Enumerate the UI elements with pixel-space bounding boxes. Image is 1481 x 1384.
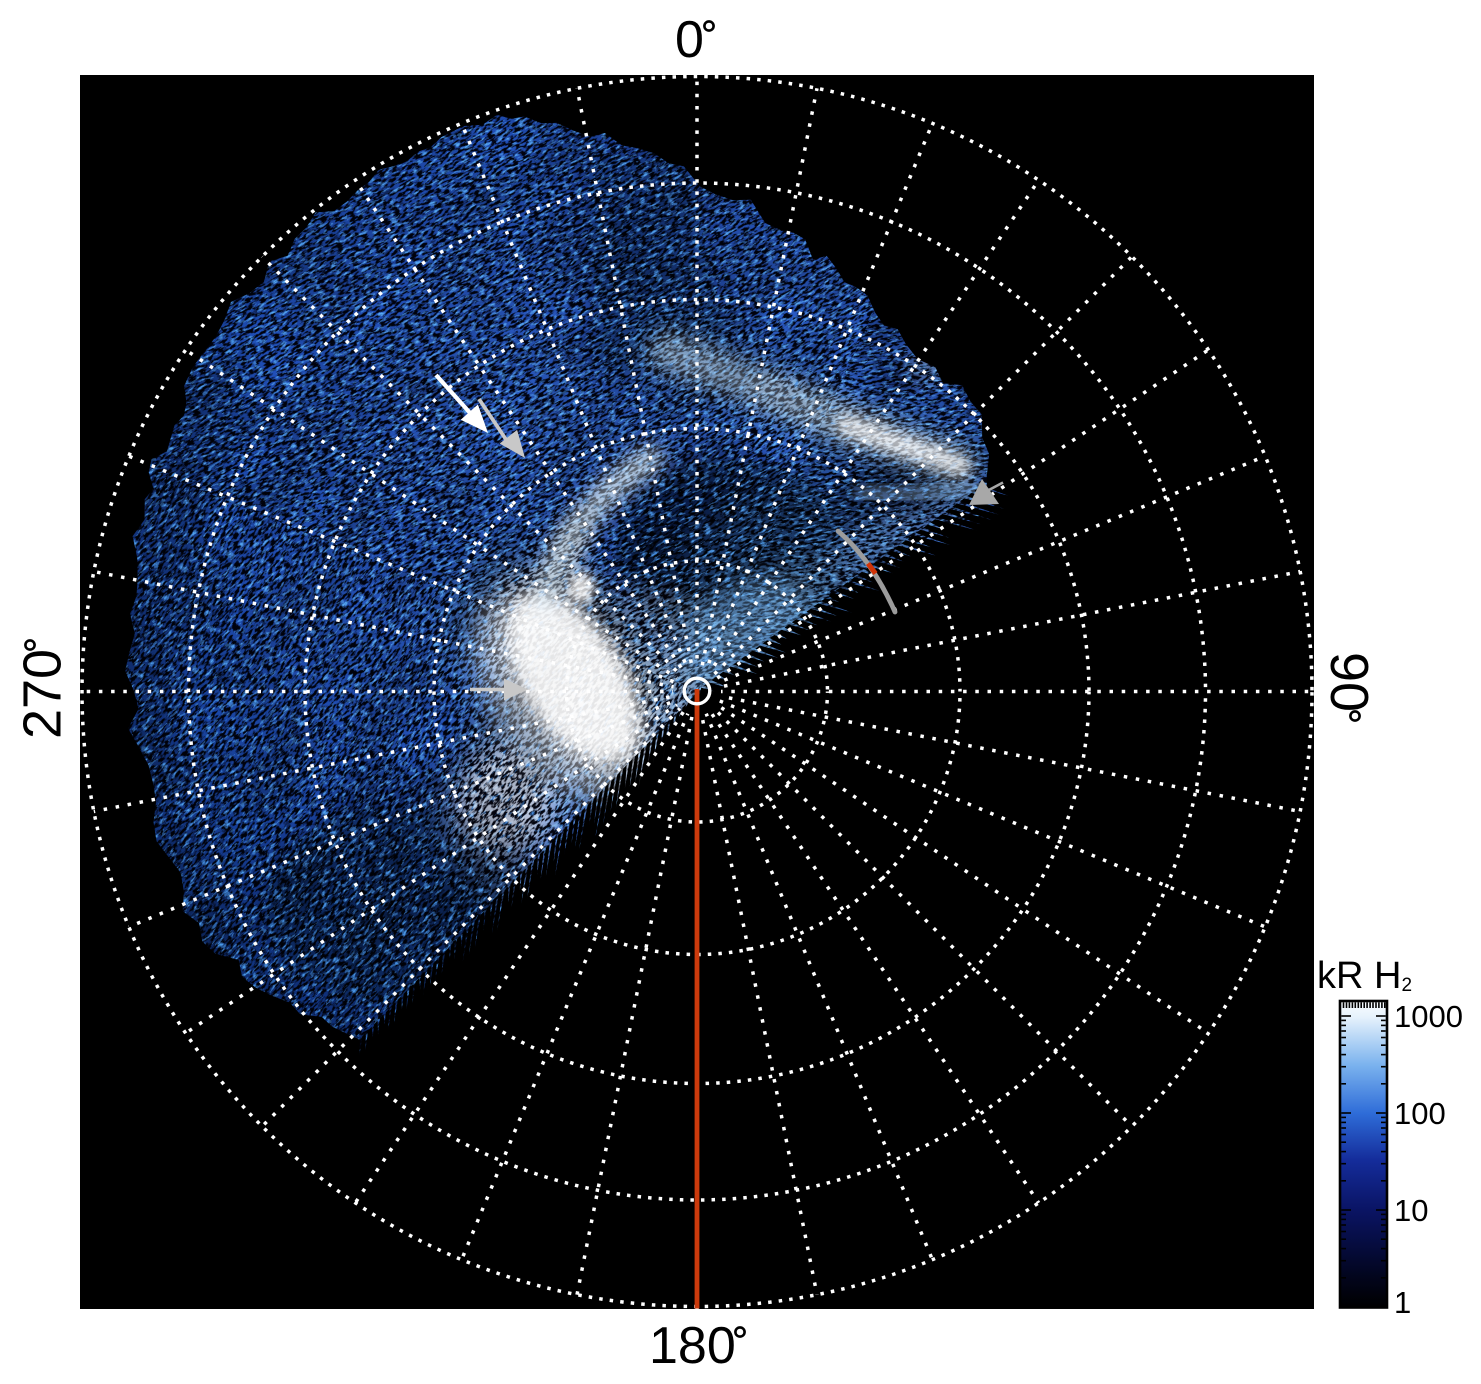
svg-text:1: 1 bbox=[1394, 1285, 1411, 1320]
svg-text:180: 180 bbox=[649, 1317, 736, 1375]
svg-text:100: 100 bbox=[1394, 1096, 1446, 1131]
svg-text:kR H2: kR H2 bbox=[1317, 955, 1412, 997]
svg-text:0: 0 bbox=[675, 11, 704, 69]
svg-text:1000: 1000 bbox=[1394, 999, 1463, 1034]
svg-text:90: 90 bbox=[1319, 652, 1379, 712]
svg-text:10: 10 bbox=[1394, 1193, 1428, 1228]
svg-text:270: 270 bbox=[13, 649, 73, 739]
